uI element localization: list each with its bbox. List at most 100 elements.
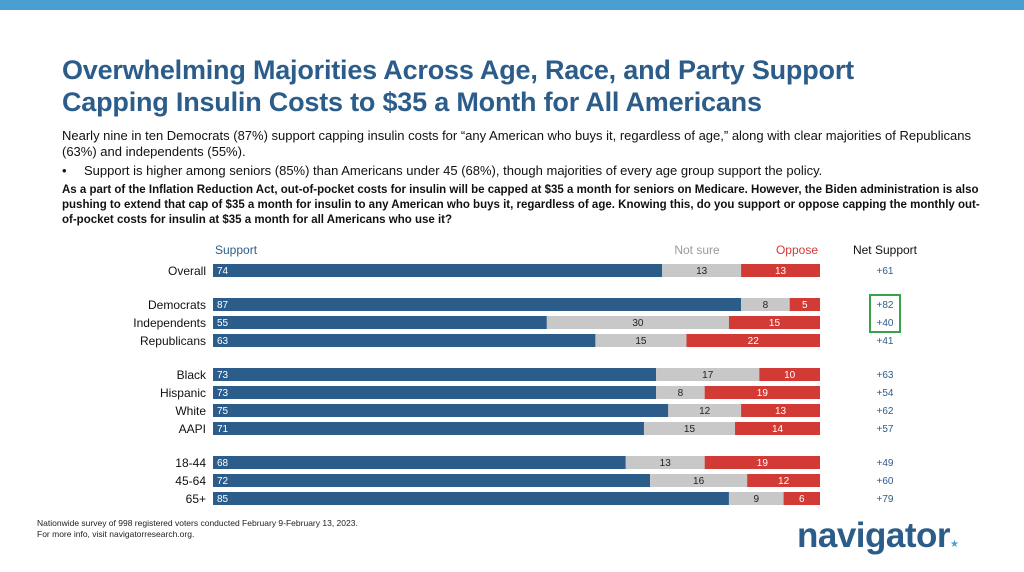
bar-support <box>213 422 644 435</box>
value-net-support: +63 <box>877 370 894 381</box>
value-not-sure: 13 <box>660 458 672 469</box>
value-support: 68 <box>217 458 229 469</box>
bar-support <box>213 474 651 487</box>
value-oppose: 6 <box>799 494 805 505</box>
logo-text: navigator <box>797 516 951 555</box>
logo-star-icon: ★ <box>950 539 959 550</box>
bar-not-sure <box>625 456 705 469</box>
value-oppose: 10 <box>784 370 796 381</box>
bullet-point: • Support is higher among seniors (85%) t… <box>62 163 982 179</box>
value-oppose: 19 <box>757 458 769 469</box>
top-accent-bar <box>0 0 1024 10</box>
value-not-sure: 30 <box>632 318 644 329</box>
value-oppose: 19 <box>757 388 769 399</box>
value-oppose: 5 <box>802 300 808 311</box>
value-oppose: 13 <box>775 266 787 277</box>
title-line-1: Overwhelming Majorities Across Age, Race… <box>62 55 854 85</box>
row-label: Black <box>177 368 207 382</box>
bar-support <box>213 298 742 311</box>
value-net-support: +82 <box>877 300 894 311</box>
value-net-support: +79 <box>877 494 894 505</box>
survey-question: As a part of the Inflation Reduction Act… <box>62 184 980 226</box>
value-net-support: +62 <box>877 406 894 417</box>
value-support: 87 <box>217 300 229 311</box>
header-oppose: Oppose <box>776 243 818 257</box>
bar-not-sure <box>546 316 729 329</box>
bar-support <box>213 456 626 469</box>
footnote-line-2: For more info, visit navigatorresearch.o… <box>37 529 195 539</box>
value-net-support: +60 <box>877 476 894 487</box>
header-not-sure: Not sure <box>674 243 720 257</box>
subtitle: Nearly nine in ten Democrats (87%) suppo… <box>62 128 971 159</box>
bar-oppose <box>686 334 820 347</box>
value-net-support: +40 <box>877 318 894 329</box>
title-line-2: Capping Insulin Costs to $35 a Month for… <box>62 87 762 117</box>
bar-not-sure <box>595 334 687 347</box>
value-not-sure: 17 <box>702 370 714 381</box>
row-label: Democrats <box>148 298 206 312</box>
footnote-line-1: Nationwide survey of 998 registered vote… <box>37 518 358 528</box>
value-not-sure: 8 <box>763 300 769 311</box>
value-support: 72 <box>217 476 229 487</box>
bullet-text: Support is higher among seniors (85%) th… <box>84 163 823 178</box>
navigator-logo: navigator★ <box>797 516 959 565</box>
bar-oppose <box>759 368 820 381</box>
value-oppose: 22 <box>748 336 760 347</box>
value-support: 74 <box>217 266 229 277</box>
value-not-sure: 13 <box>696 266 708 277</box>
value-support: 75 <box>217 406 229 417</box>
bar-oppose <box>704 456 820 469</box>
bar-not-sure <box>728 492 784 505</box>
value-net-support: +41 <box>877 336 894 347</box>
value-support: 63 <box>217 336 229 347</box>
footnote: Nationwide survey of 998 registered vote… <box>37 518 358 540</box>
header-support: Support <box>215 243 258 257</box>
bar-not-sure <box>741 298 790 311</box>
bar-not-sure <box>650 474 748 487</box>
bar-oppose <box>789 298 820 311</box>
bar-not-sure <box>668 404 742 417</box>
row-label: White <box>175 404 206 418</box>
value-not-sure: 15 <box>684 424 696 435</box>
bar-support <box>213 264 663 277</box>
value-not-sure: 9 <box>753 494 759 505</box>
bar-not-sure <box>643 422 736 435</box>
value-support: 85 <box>217 494 229 505</box>
row-label: Overall <box>168 264 206 278</box>
value-net-support: +54 <box>877 388 894 399</box>
value-support: 71 <box>217 424 229 435</box>
value-support: 55 <box>217 318 229 329</box>
value-net-support: +57 <box>877 424 894 435</box>
bar-not-sure <box>656 368 760 381</box>
bar-support <box>213 316 547 329</box>
bar-oppose <box>741 264 820 277</box>
value-net-support: +61 <box>877 266 894 277</box>
bar-oppose <box>735 422 820 435</box>
bar-oppose <box>728 316 820 329</box>
value-support: 73 <box>217 388 229 399</box>
bar-oppose <box>747 474 820 487</box>
value-not-sure: 8 <box>678 388 684 399</box>
value-oppose: 15 <box>769 318 781 329</box>
value-oppose: 12 <box>778 476 790 487</box>
row-label: 65+ <box>186 492 206 506</box>
bullet-marker: • <box>62 163 67 178</box>
bar-oppose <box>741 404 820 417</box>
bar-support <box>213 386 657 399</box>
row-label: Hispanic <box>160 386 206 400</box>
net-support-highlight-box <box>869 294 901 333</box>
bar-support <box>213 404 669 417</box>
row-label: Republicans <box>140 334 206 348</box>
value-not-sure: 12 <box>699 406 711 417</box>
page-title: Overwhelming Majorities Across Age, Race… <box>62 54 1002 118</box>
bar-support <box>213 368 657 381</box>
value-support: 73 <box>217 370 229 381</box>
value-oppose: 13 <box>775 406 787 417</box>
value-not-sure: 16 <box>693 476 705 487</box>
bar-not-sure <box>656 386 705 399</box>
bar-oppose <box>704 386 820 399</box>
header-net-support: Net Support <box>853 243 918 257</box>
row-label: 18-44 <box>175 456 206 470</box>
bar-oppose <box>783 492 820 505</box>
value-oppose: 14 <box>772 424 784 435</box>
